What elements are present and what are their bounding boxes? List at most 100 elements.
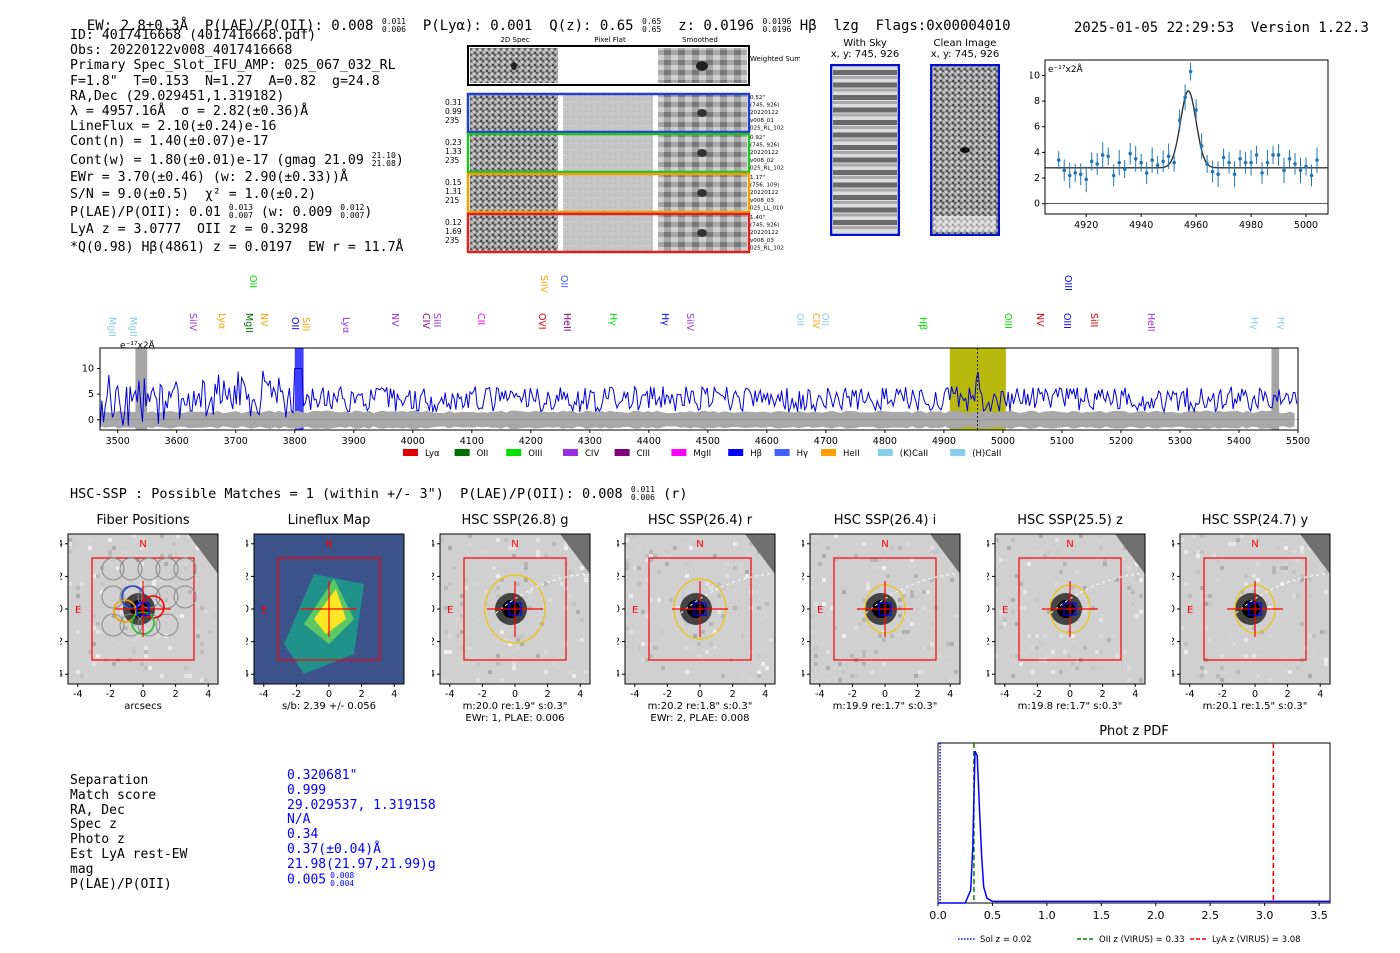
photz-xtick-label: 3.5: [1310, 909, 1328, 922]
hsc-ytick-label: -2: [617, 637, 620, 648]
line-label: CII: [475, 313, 486, 326]
hsc-pixel: [685, 622, 689, 626]
zoom-fit-line: [1045, 90, 1328, 169]
hsc-pixel: [504, 638, 508, 642]
hsc-pixel: [822, 674, 826, 678]
spec-legend-item: HeII: [821, 449, 860, 459]
hsc-pixel: [1252, 590, 1256, 594]
hsc-pixel: [496, 662, 500, 666]
info-plae-sup: 0.013: [228, 203, 253, 213]
hsc-pixel: [1208, 574, 1212, 578]
hsc-pixel: [108, 554, 112, 558]
hsc-pixel: [862, 654, 866, 658]
clean-xy: x, y: 745, 926: [930, 49, 1000, 60]
spec-legend-item: CIV: [563, 449, 599, 459]
hsc-xtick-label: 0: [140, 689, 146, 700]
cutout-frame: [466, 132, 751, 174]
hsc-pixel: [1003, 618, 1007, 622]
hsc-pixel: [1320, 566, 1324, 570]
hsc-xtick-label: 2: [1285, 689, 1291, 700]
hsc-panel-image: N E -4 -4 -2 -2 0 0 2 2 4 4 s/b: 2.39 +/- 0.056: [246, 533, 405, 712]
hsc-pixel: [448, 546, 452, 550]
hsc-pixel: [544, 582, 548, 586]
hsc-pixel: [1099, 618, 1103, 622]
hsc-pixel: [460, 614, 464, 618]
hsc-pixel: [1011, 610, 1015, 614]
hsc-pixel: [156, 618, 160, 622]
hsc-pixel: [200, 678, 204, 682]
hsc-ytick-label: 2: [802, 571, 805, 582]
hsc-pixel: [733, 606, 737, 610]
hsc-pixel: [765, 602, 769, 606]
hsc-pixel: [693, 542, 697, 546]
info-q: *Q(0.98) Hβ(4861) z = 0.0197 EW r = 11.7…: [70, 239, 404, 255]
hsc-pixel: [1071, 646, 1075, 650]
sky-gap: [833, 176, 897, 179]
match-value: 0.999: [287, 782, 327, 798]
hsc-panel-title: Fiber Positions: [96, 513, 190, 528]
cutout-flat: [563, 94, 653, 132]
hsc-pixel: [568, 570, 572, 574]
sky-gap: [833, 138, 897, 142]
hsc-pixel: [1308, 674, 1312, 678]
hsc-pixel: [826, 650, 830, 654]
hsc-pixel: [584, 574, 588, 578]
hsc-pixel: [148, 666, 152, 670]
zoom-point: [1293, 162, 1297, 166]
sky-line: [833, 82, 897, 88]
hsc-pixel: [854, 674, 858, 678]
cutout-blob: [697, 149, 707, 157]
hsc-pixel: [580, 618, 584, 622]
header-plya: P(Lyα): 0.001: [422, 18, 533, 34]
hsc-pixel: [814, 646, 818, 650]
clean-image: [930, 64, 1000, 236]
hsc-ytick-label: 2: [432, 571, 435, 582]
spec-legend-item: Lyα: [403, 449, 440, 459]
hsc-pixel: [1268, 634, 1272, 638]
info-plae-line: P(LAE)/P(OII): 0.01 0.013 0.007 (w: 0.009…: [70, 203, 373, 221]
hsc-pixel: [576, 634, 580, 638]
hsc-pixel: [697, 642, 701, 646]
hsc-pixel: [685, 578, 689, 582]
hsc-panel-image: N E -4 -4 -2 -2 0 0 2 2 4 4 arcsecs: [60, 533, 219, 712]
hsc-pixel: [1011, 598, 1015, 602]
line-label: MgII: [127, 317, 138, 337]
hsc-pixel: [560, 582, 564, 586]
cutout-right-label: 025_RL_102: [750, 245, 784, 251]
hsc-pixel: [882, 638, 886, 642]
hsc-pixel: [665, 562, 669, 566]
cutout-right-label: v008_01: [750, 118, 774, 124]
hsc-pixel: [1059, 634, 1063, 638]
hsc-pixel: [1256, 538, 1260, 542]
hsc-ytick-label: -2: [60, 637, 63, 648]
hsc-pixel: [1216, 578, 1220, 582]
hsc-panel: HSC SSP(26.4) i N E -4 -4 -2 -2 0 0 2 2 4 4 m:19.9 re…: [802, 510, 968, 725]
hsc-pixel: [1200, 586, 1204, 590]
hsc-pixel: [120, 546, 124, 550]
hsc-pixel: [1280, 566, 1284, 570]
hsc-pixel: [1027, 634, 1031, 638]
spec-xtick-label: 4800: [873, 436, 897, 447]
header-qz-sup: 0.65: [642, 17, 662, 26]
hsc-pixel: [1127, 582, 1131, 586]
hsc-ytick-label: -2: [802, 637, 805, 648]
hsc-pixel: [144, 650, 148, 654]
fiber-circle: [101, 557, 125, 581]
hsc-pixel: [460, 594, 464, 598]
hsc-pixel: [862, 598, 866, 602]
hsc-red-box: [833, 557, 937, 661]
hsc-pixel: [625, 558, 629, 562]
info-sn: S/N = 9.0(±0.5) χ² = 1.0(±0.2): [70, 187, 317, 203]
hsc-pixel: [1300, 622, 1304, 626]
hsc-panels: Fiber Positions N E -4 -4 -2 -2 0 0 2 2 4 4 arcsecs Li…: [0, 510, 1400, 730]
cutout-right-label: (745, 926): [750, 103, 779, 109]
hsc-pixel: [725, 574, 729, 578]
hsc-pixel: [1256, 674, 1260, 678]
hsc-ytick-label: 4: [617, 539, 620, 550]
cutout-right-label: (745, 926): [750, 143, 779, 149]
hsc-ytick-label: -4: [432, 669, 435, 680]
hsc-pixel: [1268, 678, 1272, 682]
hsc-pixel: [1015, 622, 1019, 626]
zoom-point: [1232, 172, 1237, 177]
photz-legend-item: OII z (VIRUS) = 0.33: [1077, 935, 1185, 945]
